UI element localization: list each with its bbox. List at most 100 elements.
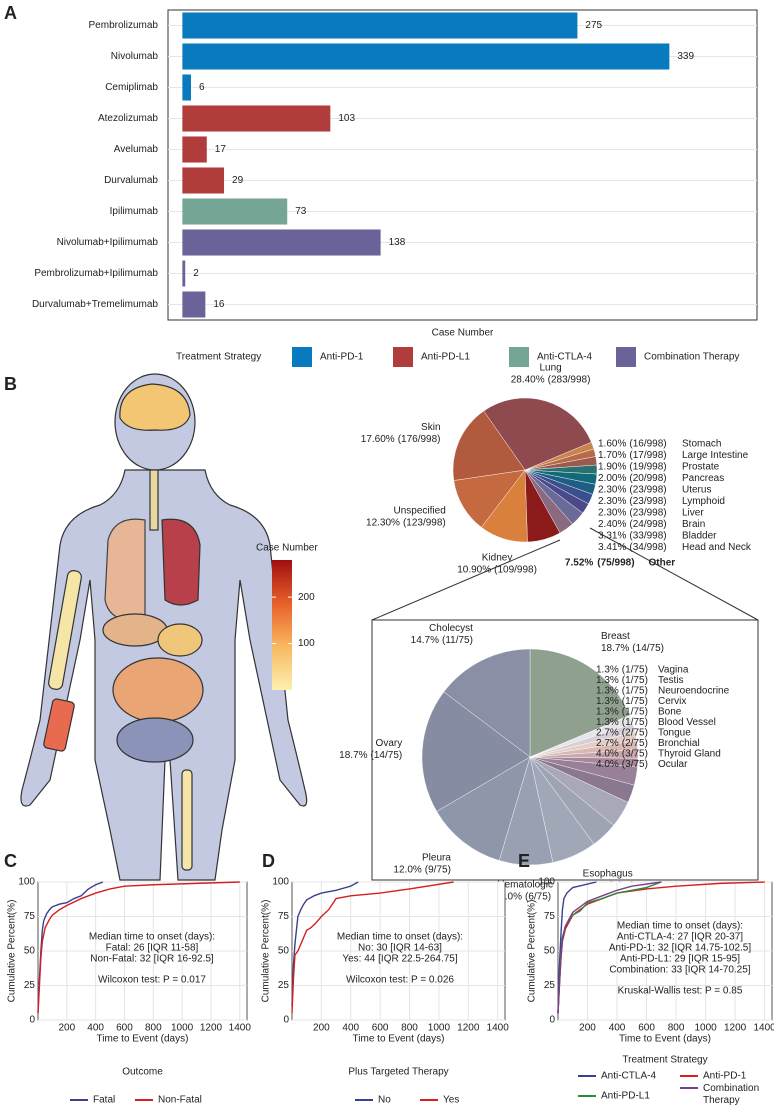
- x-tick-label: 600: [638, 1023, 655, 1034]
- pie-label: 1.90%: [598, 462, 626, 473]
- connector: [589, 527, 759, 621]
- pie-label: 4.0%: [596, 759, 619, 770]
- value-label: 29: [232, 175, 244, 186]
- pie-label: Breast: [601, 631, 630, 642]
- pie-slice: [452, 410, 526, 481]
- pie-label: 1.3%: [596, 707, 619, 718]
- value-label: 2: [193, 268, 199, 279]
- category-label: Nivolumab: [111, 51, 159, 62]
- pie-label: 1.3%: [596, 717, 619, 728]
- pie-label: (3/75): [622, 749, 648, 760]
- annotation: Yes: 44 [IQR 22.5-264.75]: [342, 954, 457, 965]
- annotation: Median time to onset (days):: [617, 921, 743, 932]
- legend-swatch: [509, 347, 529, 367]
- pie-label: Bronchial: [658, 738, 700, 749]
- legend-label: Combination Therapy: [644, 352, 739, 363]
- pie-label: 14.7%: [411, 635, 439, 646]
- pie-label: Large Intestine: [682, 450, 749, 461]
- pie-label: (3/75): [622, 759, 648, 770]
- pie-label: (1/75): [622, 696, 648, 707]
- x-axis-label: Time to Event (days): [619, 1034, 711, 1045]
- pie-label: Uterus: [682, 485, 711, 496]
- category-label: Pembrolizumab+Ipilimumab: [34, 268, 158, 279]
- bar: [182, 260, 186, 287]
- legend-label: Fatal: [93, 1095, 115, 1106]
- pie-label: 2.7%: [596, 728, 619, 739]
- value-label: 339: [677, 51, 694, 62]
- pie-label: Other: [649, 558, 676, 569]
- pie-label: Hematologic: [497, 880, 553, 891]
- x-tick-label: 200: [313, 1023, 330, 1034]
- pie-label: Thyroid Gland: [658, 749, 721, 760]
- pie-label: 12.0%: [393, 864, 421, 875]
- pie-label: 2.30%: [598, 496, 626, 507]
- arm-bone: [48, 570, 82, 690]
- pie-label: (23/998): [629, 508, 666, 519]
- panel-label: E: [518, 851, 530, 871]
- pie-label: 3.41%: [598, 542, 626, 553]
- annotation: Combination: 33 [IQR 14-70.25]: [609, 965, 750, 976]
- pie-label: (1/75): [622, 717, 648, 728]
- pie-label: 17.60%: [361, 434, 395, 445]
- pie-label: Pancreas: [682, 473, 724, 484]
- pie-label: (17/998): [629, 450, 666, 461]
- pie-slice: [483, 397, 592, 471]
- x-axis-label: Case Number: [432, 328, 494, 339]
- pie-label: (33/998): [629, 531, 666, 542]
- pie-label: (1/75): [622, 686, 648, 697]
- value-label: 6: [199, 82, 205, 93]
- stomach: [157, 623, 203, 657]
- pie-label: Liver: [682, 508, 704, 519]
- pie-label: (1/75): [622, 707, 648, 718]
- legend-swatch: [393, 347, 413, 367]
- pie-label: Bone: [658, 707, 682, 718]
- pie-label: 3.31%: [598, 531, 626, 542]
- x-tick-label: 1200: [724, 1023, 747, 1034]
- pie-label: Skin: [421, 422, 440, 433]
- pie-label: 2.40%: [598, 519, 626, 530]
- pie-label: (11/75): [442, 635, 473, 646]
- pie-label: Head and Neck: [682, 542, 752, 553]
- x-axis-label: Time to Event (days): [353, 1034, 445, 1045]
- colorbar: [272, 560, 292, 690]
- bar: [182, 136, 207, 163]
- x-tick-label: 200: [58, 1023, 75, 1034]
- y-tick-label: 75: [24, 911, 36, 922]
- panel-label: D: [262, 851, 275, 871]
- legend-title: Treatment Strategy: [622, 1055, 707, 1066]
- annotation: Median time to onset (days):: [89, 932, 215, 943]
- spine: [149, 469, 159, 531]
- bar: [182, 105, 331, 132]
- legend-title: Plus Targeted Therapy: [348, 1067, 448, 1078]
- y-tick-label: 100: [18, 877, 35, 888]
- colorbar-title: Case Number: [256, 543, 318, 554]
- pie-label: Vagina: [658, 665, 689, 676]
- category-label: Pembrolizumab: [89, 20, 159, 31]
- pie-label: 2.30%: [598, 485, 626, 496]
- pie-label: (34/998): [629, 542, 666, 553]
- lung-left: [104, 518, 146, 622]
- value-label: 73: [295, 206, 307, 217]
- pie-label: Stomach: [682, 439, 721, 450]
- legend-label: Non-Fatal: [158, 1095, 202, 1106]
- pie-label: (20/998): [629, 473, 666, 484]
- lung-right: [161, 518, 201, 606]
- pie-label: Lymphoid: [682, 496, 725, 507]
- pie-label: 1.60%: [598, 439, 626, 450]
- category-label: Durvalumab+Tremelimumab: [32, 299, 158, 310]
- pie-label: Pleura: [422, 852, 451, 863]
- pie-label: 1.3%: [596, 675, 619, 686]
- y-axis-label: Cumulative Percent(%): [7, 900, 18, 1003]
- y-tick-label: 25: [544, 980, 556, 991]
- pie-label: 18.7%: [339, 750, 367, 761]
- panel-label: C: [4, 851, 17, 871]
- pie-label: (1/75): [622, 675, 648, 686]
- pie-label: Cervix: [658, 696, 686, 707]
- category-label: Ipilimumab: [110, 206, 159, 217]
- annotation: Anti-CTLA-4: 27 [IQR 20-37]: [617, 932, 743, 943]
- y-tick-label: 25: [278, 980, 290, 991]
- colorbar-tick-label: 100: [298, 638, 315, 649]
- y-tick-label: 50: [24, 946, 36, 957]
- legend-swatch: [292, 347, 312, 367]
- y-tick-label: 100: [272, 877, 289, 888]
